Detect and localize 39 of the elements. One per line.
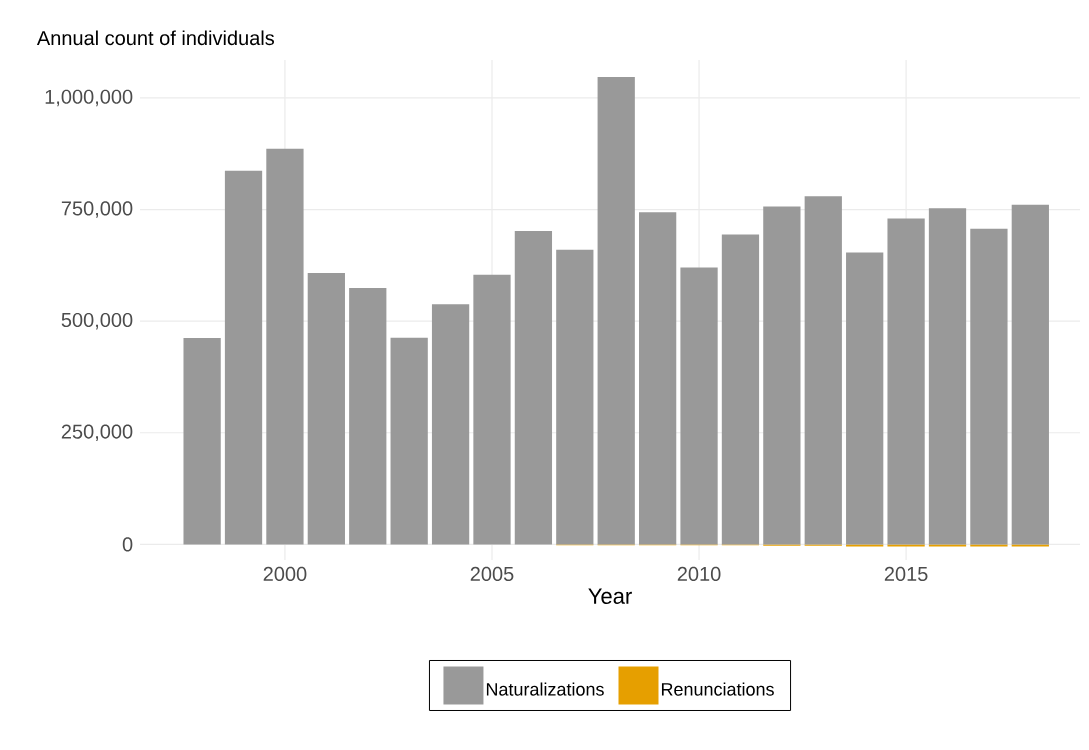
bar (639, 212, 677, 545)
bar (846, 544, 884, 547)
y-tick-label: 500,000 (61, 312, 133, 330)
bar (1011, 544, 1049, 547)
bar (928, 544, 967, 547)
y-tick-label: 750,000 (61, 201, 133, 218)
bar (970, 228, 1008, 545)
y-tick-label: 1,000,000 (45, 89, 133, 107)
x-axis-title: Year (588, 588, 632, 604)
bar (307, 272, 345, 545)
bar (846, 252, 884, 545)
bar (928, 208, 967, 545)
bar (224, 170, 263, 545)
y-tick-label: 250,000 (61, 424, 133, 442)
bar (390, 337, 428, 545)
legend-label: Renunciations (661, 682, 774, 696)
bar (349, 288, 387, 545)
bar (680, 267, 718, 545)
y-tick-label: 0 (122, 537, 133, 552)
bar (431, 304, 470, 545)
bar (473, 274, 511, 545)
bar (887, 544, 925, 547)
bar (1011, 204, 1049, 545)
legend-label: Naturalizations (486, 682, 604, 696)
x-tick-label: 2015 (884, 566, 928, 582)
bar (970, 544, 1008, 547)
x-tick-label: 2000 (263, 566, 307, 582)
bar (266, 148, 304, 545)
bar (721, 234, 760, 545)
bar (183, 338, 221, 545)
bar (556, 249, 594, 545)
x-tick-label: 2005 (470, 566, 514, 582)
bar (763, 206, 801, 545)
x-tick-label: 2010 (677, 566, 721, 582)
bar (887, 218, 925, 545)
bar (597, 76, 635, 545)
y-axis-title: Annual count of individuals (36, 30, 275, 46)
bar (804, 196, 842, 545)
bar (514, 230, 553, 545)
